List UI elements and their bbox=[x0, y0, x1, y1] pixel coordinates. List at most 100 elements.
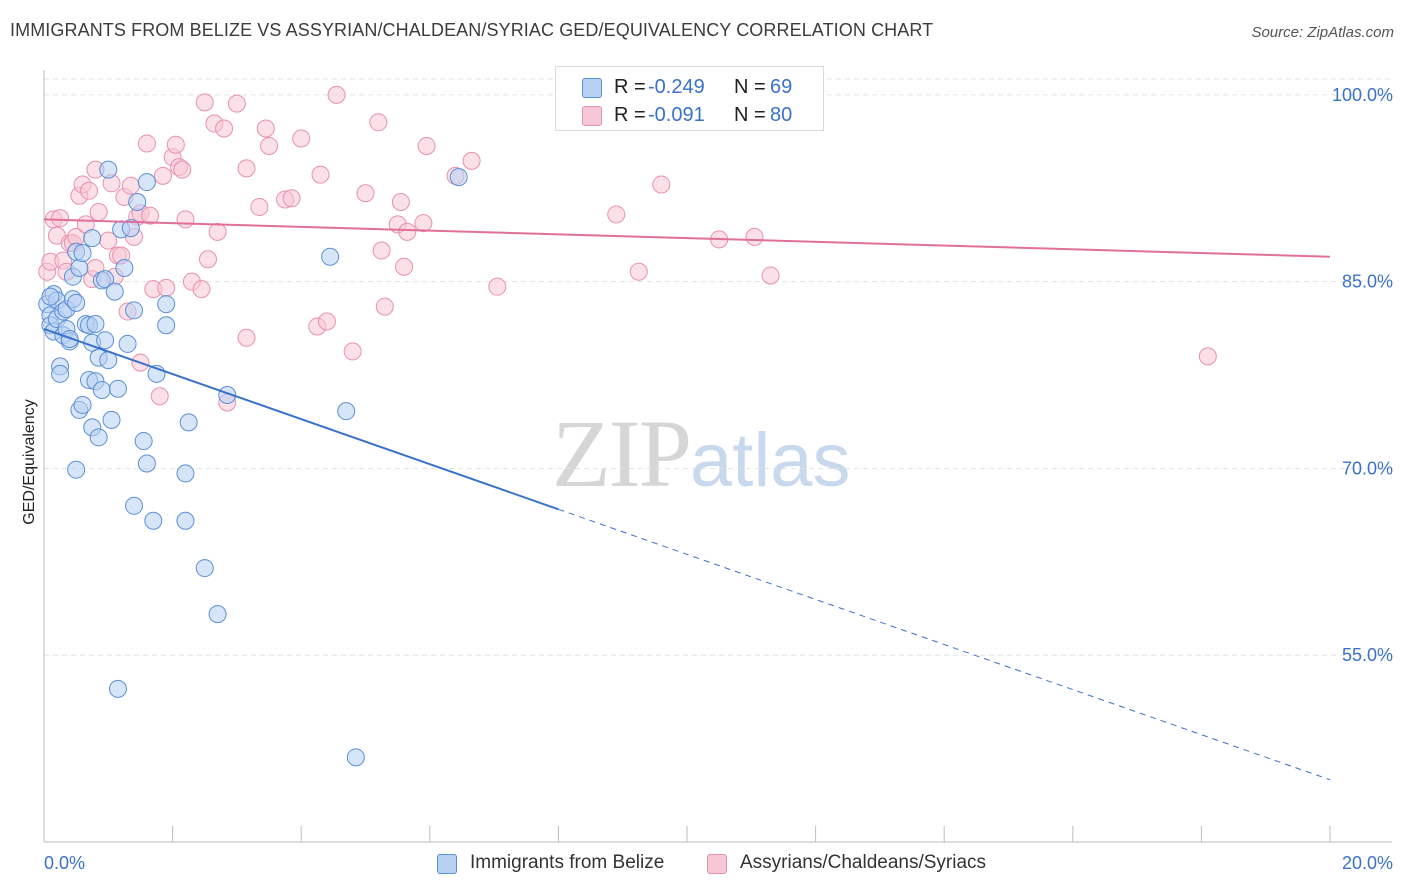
assyrian-point bbox=[121, 176, 140, 195]
assyrian-point bbox=[488, 277, 507, 296]
assyrian-point bbox=[195, 93, 214, 112]
belize-point bbox=[99, 160, 118, 179]
assyrian-point bbox=[227, 94, 246, 113]
source-label: Source: ZipAtlas.com bbox=[1251, 24, 1394, 41]
belize-point bbox=[96, 331, 115, 350]
belize-point bbox=[125, 301, 144, 320]
belize-point bbox=[157, 295, 176, 314]
belize-point bbox=[102, 410, 121, 429]
assyrian-point bbox=[237, 159, 256, 178]
belize-point bbox=[176, 464, 195, 483]
belize-point bbox=[121, 219, 140, 238]
assyrian-point bbox=[398, 222, 417, 241]
stats-row-belize: R = -0.249 N = 69 bbox=[556, 73, 823, 101]
assyrian-point bbox=[372, 241, 391, 260]
assyrian-point bbox=[356, 184, 375, 203]
belize-trend-line-extrapolated bbox=[558, 508, 1331, 781]
r-value: -0.091 bbox=[648, 104, 705, 126]
belize-trend-line bbox=[43, 328, 559, 511]
assyrian-point bbox=[260, 136, 279, 155]
belize-swatch bbox=[582, 78, 602, 98]
assyrian-point bbox=[153, 166, 172, 185]
belize-point bbox=[208, 605, 227, 624]
y-tick-label: 100.0% bbox=[1332, 85, 1393, 105]
belize-point bbox=[67, 460, 86, 479]
belize-point bbox=[134, 432, 153, 451]
assyrian-point bbox=[629, 262, 648, 281]
belize-point bbox=[118, 334, 137, 353]
belize-point bbox=[337, 402, 356, 421]
assyrian-point bbox=[311, 165, 330, 184]
assyrian-swatch bbox=[582, 106, 602, 126]
belize-point bbox=[125, 496, 144, 515]
assyrian-point bbox=[192, 280, 211, 299]
belize-point bbox=[105, 282, 124, 301]
assyrian-point bbox=[292, 129, 311, 148]
belize-point bbox=[96, 270, 115, 289]
assyrian-point bbox=[607, 205, 626, 224]
assyrian-point bbox=[176, 210, 195, 229]
r-label: R = bbox=[614, 104, 646, 126]
assyrian-point bbox=[141, 206, 160, 225]
x-tick-label-max: 20.0% bbox=[1342, 853, 1393, 873]
assyrian-point bbox=[343, 342, 362, 361]
assyrian-point bbox=[375, 297, 394, 316]
belize-legend-swatch bbox=[437, 854, 457, 874]
assyrian-point bbox=[157, 278, 176, 297]
stats-legend: R = -0.249 N = 69 R = -0.091 N = 80 bbox=[555, 66, 824, 131]
y-tick-label: 55.0% bbox=[1342, 645, 1393, 665]
belize-point bbox=[137, 454, 156, 473]
watermark-zip: ZIP bbox=[552, 400, 692, 507]
y-axis-label: GED/Equivalency bbox=[21, 399, 38, 525]
assyrian-point bbox=[317, 312, 336, 331]
assyrian-point bbox=[761, 266, 780, 285]
belize-point bbox=[195, 559, 214, 578]
belize-legend-label: Immigrants from Belize bbox=[470, 852, 665, 873]
stats-row-assyrian: R = -0.091 N = 80 bbox=[556, 101, 823, 129]
belize-point bbox=[128, 192, 147, 211]
n-value: 69 bbox=[770, 76, 793, 98]
belize-point bbox=[83, 229, 102, 248]
belize-point bbox=[70, 258, 89, 277]
r-value: -0.249 bbox=[648, 76, 705, 98]
assyrian-legend-swatch bbox=[707, 854, 727, 874]
assyrian-point bbox=[208, 222, 227, 241]
assyrian-point bbox=[395, 257, 414, 276]
assyrian-point bbox=[327, 85, 346, 104]
belize-point bbox=[108, 679, 127, 698]
belize-point bbox=[137, 173, 156, 192]
y-tick-label: 85.0% bbox=[1342, 272, 1393, 292]
belize-point bbox=[144, 511, 163, 530]
belize-point bbox=[346, 748, 365, 767]
belize-point bbox=[41, 287, 60, 306]
n-label: N = bbox=[734, 104, 766, 126]
belize-point bbox=[115, 258, 134, 277]
assyrian-trend-line bbox=[43, 218, 1331, 258]
belize-point bbox=[321, 247, 340, 266]
assyrian-point bbox=[369, 113, 388, 132]
belize-point bbox=[73, 244, 92, 263]
belize-point bbox=[179, 413, 198, 432]
assyrian-point bbox=[89, 202, 108, 221]
assyrian-point bbox=[150, 387, 169, 406]
n-label: N = bbox=[734, 76, 766, 98]
belize-point bbox=[86, 315, 105, 334]
r-label: R = bbox=[614, 76, 646, 98]
x-tick-label-min: 0.0% bbox=[44, 853, 85, 873]
chart-title: IMMIGRANTS FROM BELIZE VS ASSYRIAN/CHALD… bbox=[10, 20, 934, 40]
assyrian-point bbox=[391, 192, 410, 211]
assyrian-point bbox=[137, 134, 156, 153]
assyrian-point bbox=[51, 209, 70, 228]
belize-point bbox=[73, 395, 92, 414]
watermark: ZIPatlas bbox=[552, 398, 851, 509]
belize-point bbox=[176, 511, 195, 530]
watermark-atlas: atlas bbox=[690, 418, 851, 503]
y-tick-label: 70.0% bbox=[1342, 458, 1393, 478]
assyrian-point bbox=[282, 189, 301, 208]
belize-point bbox=[89, 428, 108, 447]
belize-point bbox=[51, 364, 70, 383]
assyrian-point bbox=[1198, 347, 1217, 366]
assyrian-point bbox=[166, 135, 185, 154]
assyrian-point bbox=[250, 197, 269, 216]
assyrian-point bbox=[462, 151, 481, 170]
